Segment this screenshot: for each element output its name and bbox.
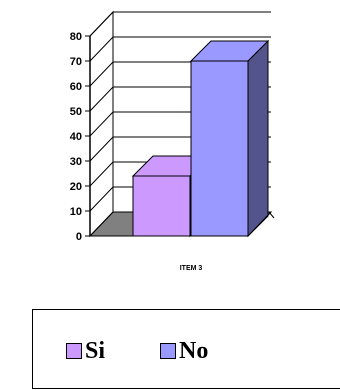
- x-axis-line: [90, 211, 272, 237]
- legend-swatch-si: [66, 343, 82, 359]
- bar-chart: 0 10 20 30 40 50 60 70 80 ITEM 3: [70, 10, 275, 270]
- y-tick-label-20: 20: [70, 181, 82, 193]
- y-axis: 0 10 20 30 40 50 60 70 80: [70, 31, 91, 243]
- gridline-70: [89, 36, 271, 62]
- bar-side-no: [247, 39, 269, 238]
- chart-bars: [131, 39, 270, 238]
- x-category-label: ITEM 3: [180, 265, 203, 270]
- y-tick-label-80: 80: [70, 31, 82, 43]
- chart-legend: Si No: [32, 309, 340, 389]
- legend-item-si: Si: [66, 336, 105, 366]
- y-tick-label-60: 60: [70, 81, 82, 93]
- y-tick-label-30: 30: [70, 156, 82, 168]
- bar-si: [132, 175, 191, 237]
- gridline-80: [89, 11, 271, 37]
- y-tick-label-50: 50: [70, 106, 82, 118]
- y-tick-label-0: 0: [76, 231, 82, 243]
- y-tick-label-40: 40: [70, 131, 82, 143]
- y-tick-label-70: 70: [70, 56, 82, 68]
- x-tick-mark: [268, 211, 275, 219]
- legend-item-no: No: [160, 336, 208, 366]
- legend-label-si: Si: [85, 338, 106, 364]
- x-axis: ITEM 3: [90, 211, 275, 270]
- legend-swatch-no: [160, 343, 176, 359]
- y-tick-label-10: 10: [70, 206, 82, 218]
- legend-label-no: No: [179, 338, 209, 364]
- bar-no: [190, 60, 249, 237]
